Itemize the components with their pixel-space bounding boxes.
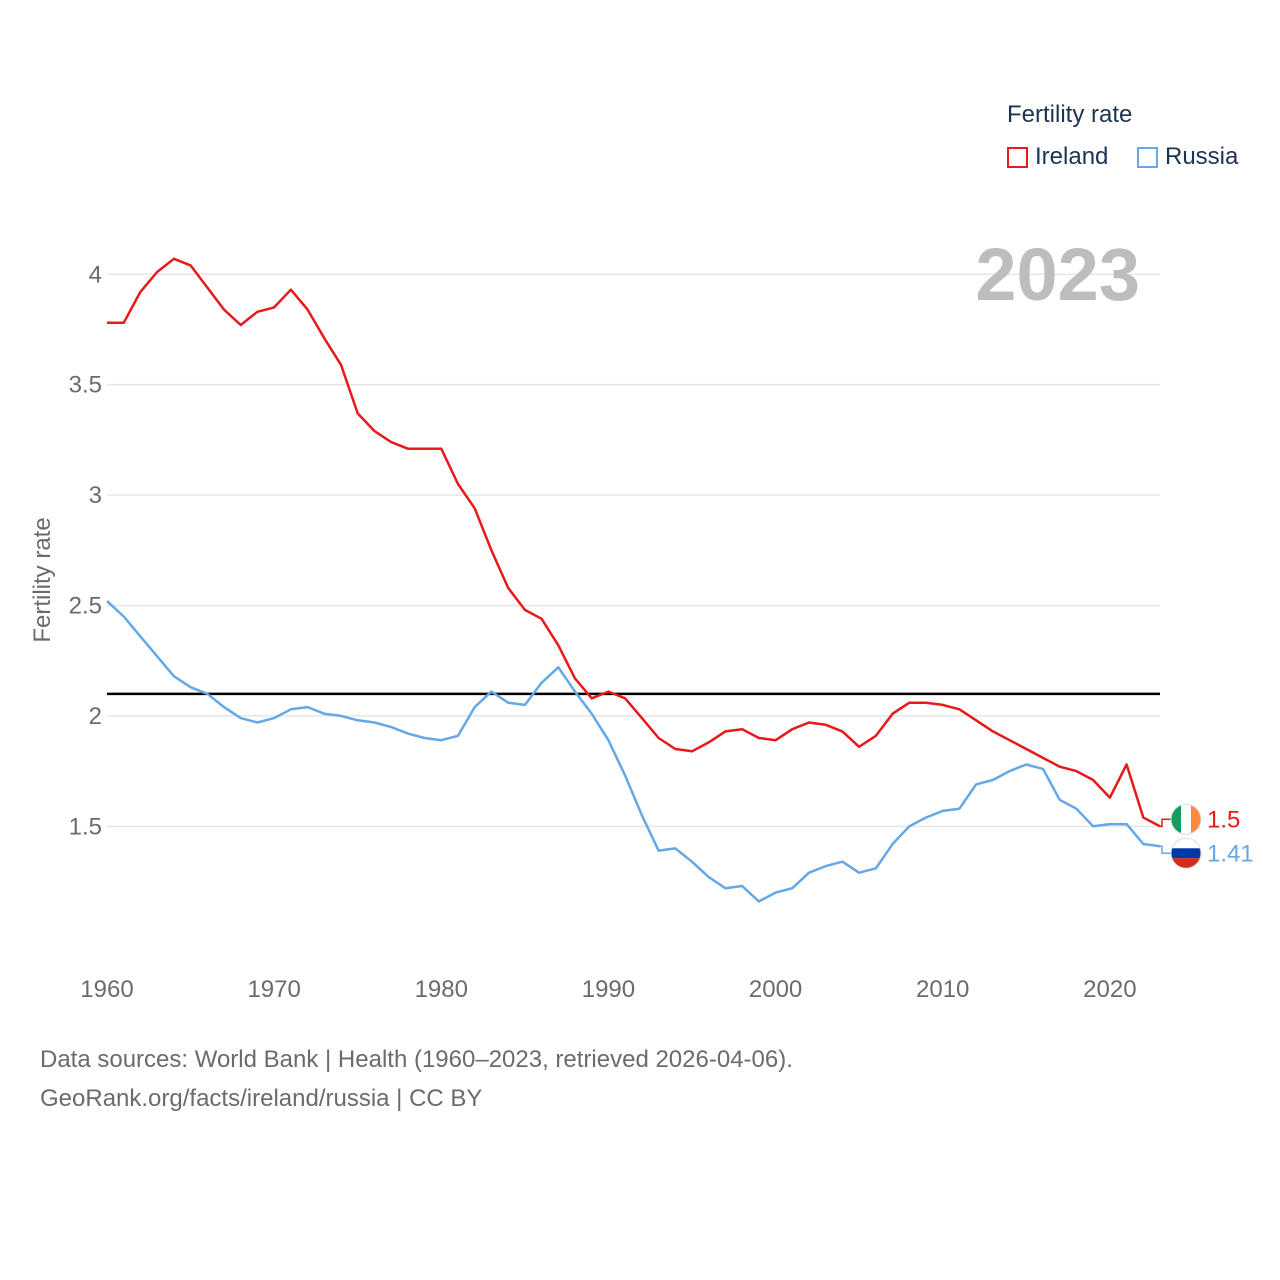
ireland-line bbox=[107, 257, 1161, 828]
x-tick-label: 1990 bbox=[582, 976, 635, 1003]
y-tick-label: 2 bbox=[89, 703, 102, 730]
ireland-flag-icon bbox=[1170, 803, 1202, 835]
y-tick-label: 2.5 bbox=[69, 593, 102, 620]
source-line: Data sources: World Bank | Health (1960–… bbox=[40, 1046, 793, 1073]
legend-label-ireland: Ireland bbox=[1035, 143, 1109, 170]
y-tick-label: 3 bbox=[89, 482, 102, 509]
y-tick-label: 4 bbox=[89, 261, 102, 288]
x-tick-label: 1980 bbox=[415, 976, 468, 1003]
x-tick-label: 2000 bbox=[749, 976, 802, 1003]
x-tick-labels: 1960 1970 1980 1990 2000 2010 2020 bbox=[80, 976, 1136, 1003]
x-tick-label: 2020 bbox=[1083, 976, 1136, 1003]
x-tick-label: 1970 bbox=[247, 976, 300, 1003]
source-link[interactable]: GeoRank.org/facts/ireland/russia | CC BY bbox=[40, 1085, 483, 1112]
russia-end-connector bbox=[1160, 845, 1171, 855]
y-tick-labels: 1.5 2 2.5 3 3.5 4 bbox=[69, 261, 102, 840]
ireland-end-value: 1.5 bbox=[1207, 806, 1240, 833]
gridlines bbox=[107, 273, 1160, 828]
series-lines bbox=[106, 257, 1161, 903]
russia-swatch bbox=[1137, 146, 1158, 168]
russia-line bbox=[106, 600, 1161, 903]
legend-item-ireland[interactable]: Ireland bbox=[1007, 143, 1108, 171]
end-markers: 1.5 1.41 bbox=[1160, 803, 1254, 869]
y-axis-title: Fertility rate bbox=[29, 517, 56, 642]
russia-end-value: 1.41 bbox=[1207, 840, 1254, 867]
ireland-end-connector bbox=[1160, 818, 1171, 828]
legend-item-russia[interactable]: Russia bbox=[1137, 143, 1238, 171]
y-tick-label: 3.5 bbox=[69, 372, 102, 399]
legend-label-russia: Russia bbox=[1165, 143, 1239, 170]
russia-flag-icon bbox=[1170, 837, 1202, 869]
year-label: 2023 bbox=[975, 233, 1140, 316]
x-tick-label: 2010 bbox=[916, 976, 969, 1003]
legend-title: Fertility rate bbox=[1007, 101, 1133, 128]
ireland-swatch bbox=[1007, 146, 1028, 168]
x-tick-label: 1960 bbox=[80, 976, 133, 1003]
y-tick-label: 1.5 bbox=[69, 813, 102, 840]
